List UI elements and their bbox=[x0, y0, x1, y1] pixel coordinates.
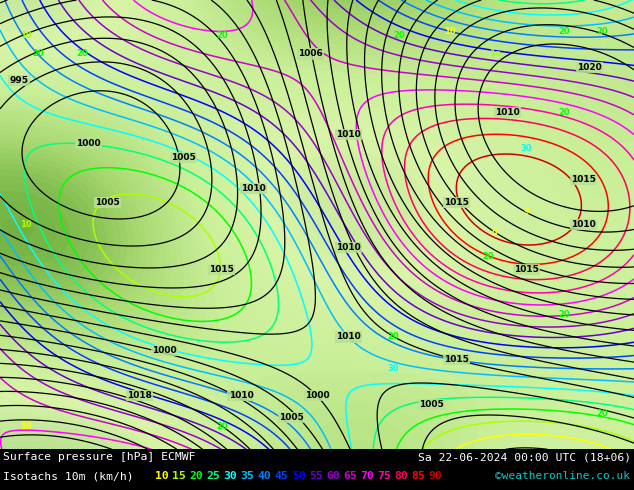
Text: 55: 55 bbox=[309, 471, 323, 481]
Text: ©weatheronline.co.uk: ©weatheronline.co.uk bbox=[495, 471, 630, 481]
Text: 1020: 1020 bbox=[577, 63, 602, 72]
Text: 20: 20 bbox=[559, 310, 570, 319]
Text: 60: 60 bbox=[326, 471, 340, 481]
Text: 10: 10 bbox=[20, 422, 31, 431]
Text: 30: 30 bbox=[521, 144, 532, 153]
Text: 1005: 1005 bbox=[171, 153, 197, 162]
Text: 1010: 1010 bbox=[336, 130, 361, 139]
Text: 9: 9 bbox=[491, 229, 498, 238]
Text: 1006: 1006 bbox=[298, 49, 323, 58]
Text: 1018: 1018 bbox=[127, 391, 152, 400]
Text: 65: 65 bbox=[343, 471, 357, 481]
Text: 90: 90 bbox=[429, 471, 443, 481]
Text: 85: 85 bbox=[411, 471, 425, 481]
Text: 1005: 1005 bbox=[95, 197, 120, 207]
Text: 20: 20 bbox=[387, 333, 399, 342]
Text: 1000: 1000 bbox=[305, 391, 329, 400]
Text: 15: 15 bbox=[172, 471, 186, 481]
Text: 1n: 1n bbox=[489, 49, 500, 58]
Text: 1010: 1010 bbox=[571, 220, 596, 229]
Text: 20: 20 bbox=[559, 27, 570, 36]
Text: 1005: 1005 bbox=[279, 414, 304, 422]
Text: 1010: 1010 bbox=[336, 333, 361, 342]
Text: 1015: 1015 bbox=[209, 265, 235, 274]
Text: 1000: 1000 bbox=[153, 346, 177, 355]
Text: 75: 75 bbox=[377, 471, 391, 481]
Text: 20: 20 bbox=[32, 49, 44, 58]
Text: 20: 20 bbox=[597, 27, 608, 36]
Text: 1010: 1010 bbox=[336, 243, 361, 252]
Text: 1000: 1000 bbox=[77, 139, 101, 148]
Text: 10: 10 bbox=[155, 471, 169, 481]
Text: 20: 20 bbox=[394, 31, 405, 41]
Text: 1015: 1015 bbox=[571, 175, 596, 184]
Text: 20: 20 bbox=[597, 409, 608, 418]
Text: 35: 35 bbox=[240, 471, 254, 481]
Text: 20: 20 bbox=[216, 31, 228, 41]
Text: 80: 80 bbox=[394, 471, 408, 481]
Text: 40: 40 bbox=[257, 471, 271, 481]
Text: 20: 20 bbox=[216, 422, 228, 431]
Text: 1015: 1015 bbox=[514, 265, 539, 274]
Text: Isotachs 10m (km/h): Isotachs 10m (km/h) bbox=[3, 471, 134, 481]
Text: 10: 10 bbox=[20, 220, 31, 229]
Text: 1010: 1010 bbox=[228, 391, 254, 400]
Text: 10: 10 bbox=[444, 27, 456, 36]
Text: Sa 22-06-2024 00:00 UTC (18+06): Sa 22-06-2024 00:00 UTC (18+06) bbox=[418, 452, 631, 462]
Text: 70: 70 bbox=[360, 471, 374, 481]
Text: 30: 30 bbox=[387, 364, 399, 373]
Text: 20: 20 bbox=[189, 471, 203, 481]
Text: 25: 25 bbox=[206, 471, 220, 481]
Text: 9: 9 bbox=[523, 207, 529, 216]
Text: 20: 20 bbox=[482, 252, 494, 261]
Text: 30: 30 bbox=[223, 471, 237, 481]
Text: 1010: 1010 bbox=[495, 108, 520, 117]
Text: 1015: 1015 bbox=[444, 197, 469, 207]
Text: 1015: 1015 bbox=[444, 355, 469, 364]
Text: 1005: 1005 bbox=[418, 400, 444, 409]
Text: Surface pressure [hPa] ECMWF: Surface pressure [hPa] ECMWF bbox=[3, 452, 195, 462]
Text: 1010: 1010 bbox=[241, 184, 266, 193]
Text: 45: 45 bbox=[275, 471, 288, 481]
Text: 995: 995 bbox=[10, 76, 29, 85]
Text: 10: 10 bbox=[20, 31, 31, 41]
Text: 20: 20 bbox=[77, 49, 88, 58]
Text: 50: 50 bbox=[292, 471, 306, 481]
Text: 20: 20 bbox=[559, 108, 570, 117]
